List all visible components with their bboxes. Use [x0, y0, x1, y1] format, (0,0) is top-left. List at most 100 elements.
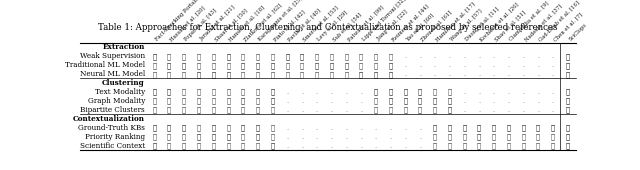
Text: .: . — [478, 106, 480, 114]
Text: Weak Supervision: Weak Supervision — [80, 52, 145, 60]
Text: ✓: ✓ — [566, 106, 570, 114]
Text: .: . — [537, 106, 539, 114]
Text: ✓: ✓ — [433, 124, 436, 132]
Text: .: . — [316, 106, 318, 114]
Text: ✓: ✓ — [403, 88, 407, 96]
Text: .: . — [463, 52, 465, 60]
Text: Yao et al. [60]: Yao et al. [60] — [405, 12, 435, 42]
Text: ✗: ✗ — [271, 70, 275, 78]
Text: .: . — [360, 133, 362, 141]
Text: ✓: ✓ — [418, 88, 422, 96]
Text: ✓: ✓ — [344, 61, 348, 69]
Text: .: . — [360, 124, 362, 132]
Text: .: . — [522, 61, 524, 69]
Text: .: . — [552, 61, 554, 69]
Text: ✓: ✓ — [196, 133, 200, 141]
Text: .: . — [463, 106, 465, 114]
Text: .: . — [301, 106, 303, 114]
Text: ✓: ✓ — [551, 124, 555, 132]
Text: ✗: ✗ — [255, 88, 260, 96]
Text: .: . — [330, 133, 333, 141]
Text: ✓: ✓ — [330, 61, 333, 69]
Text: ✗: ✗ — [241, 141, 245, 150]
Text: Wang et al. [57]: Wang et al. [57] — [449, 8, 483, 42]
Text: Contextualization: Contextualization — [73, 115, 145, 123]
Text: ✗: ✗ — [433, 141, 436, 150]
Text: .: . — [508, 97, 509, 105]
Text: SciClops: SciClops — [568, 22, 588, 42]
Text: ✓: ✓ — [447, 97, 452, 105]
Text: ✓: ✓ — [271, 61, 275, 69]
Text: .: . — [478, 52, 480, 60]
Text: Lippi and Torroni [32]: Lippi and Torroni [32] — [361, 0, 406, 42]
Text: ✓: ✓ — [182, 61, 186, 69]
Text: ✓: ✓ — [255, 61, 260, 69]
Text: ✗: ✗ — [182, 141, 186, 150]
Text: ✗: ✗ — [492, 133, 496, 141]
Text: .: . — [419, 70, 421, 78]
Text: ✓: ✓ — [271, 88, 275, 96]
Text: .: . — [522, 70, 524, 78]
Text: ✗: ✗ — [477, 141, 481, 150]
Text: Text Modality: Text Modality — [95, 88, 145, 96]
Text: .: . — [390, 133, 392, 141]
Text: .: . — [301, 88, 303, 96]
Text: .: . — [360, 106, 362, 114]
Text: .: . — [316, 97, 318, 105]
Text: Jaradat et al. [21]: Jaradat et al. [21] — [198, 5, 236, 42]
Text: ✗: ✗ — [507, 133, 511, 141]
Text: ✓: ✓ — [388, 88, 392, 96]
Text: ✗: ✗ — [330, 52, 333, 60]
Text: ✓: ✓ — [300, 52, 304, 60]
Text: ✗: ✗ — [226, 124, 230, 132]
Text: ✗: ✗ — [196, 97, 200, 105]
Text: ✗: ✗ — [359, 52, 363, 60]
Text: ✓: ✓ — [285, 52, 289, 60]
Text: ✗: ✗ — [241, 52, 245, 60]
Text: ✓: ✓ — [226, 70, 230, 78]
Text: ✓: ✓ — [566, 52, 570, 60]
Text: ✓: ✓ — [447, 124, 452, 132]
Text: .: . — [537, 88, 539, 96]
Text: .: . — [330, 106, 333, 114]
Text: ✓: ✓ — [152, 141, 156, 150]
Text: ✗: ✗ — [226, 106, 230, 114]
Text: .: . — [493, 106, 495, 114]
Text: ✗: ✗ — [285, 70, 289, 78]
Text: ✗: ✗ — [433, 133, 436, 141]
Text: ✓: ✓ — [433, 97, 436, 105]
Text: .: . — [537, 61, 539, 69]
Text: ✓: ✓ — [566, 133, 570, 141]
Text: ✓: ✓ — [271, 97, 275, 105]
Text: ✗: ✗ — [344, 52, 348, 60]
Text: ✗: ✗ — [211, 88, 216, 96]
Text: Traditional ML Model: Traditional ML Model — [65, 61, 145, 69]
Text: ✗: ✗ — [167, 97, 171, 105]
Text: .: . — [390, 141, 392, 150]
Text: .: . — [449, 52, 451, 60]
Text: ✗: ✗ — [211, 61, 216, 69]
Text: .: . — [434, 61, 436, 69]
Text: ✗: ✗ — [152, 133, 156, 141]
Text: ✓: ✓ — [255, 124, 260, 132]
Text: .: . — [301, 124, 303, 132]
Text: .: . — [419, 61, 421, 69]
Text: ✗: ✗ — [152, 70, 156, 78]
Text: ✓: ✓ — [566, 70, 570, 78]
Text: ✗: ✗ — [433, 106, 436, 114]
Text: ✓: ✓ — [271, 141, 275, 150]
Text: ✓: ✓ — [566, 61, 570, 69]
Text: ✗: ✗ — [255, 70, 260, 78]
Text: ✓: ✓ — [374, 70, 378, 78]
Text: ✗: ✗ — [447, 141, 452, 150]
Text: ✗: ✗ — [241, 106, 245, 114]
Text: ✗: ✗ — [211, 52, 216, 60]
Text: .: . — [316, 133, 318, 141]
Text: Zhou et al. [61]: Zhou et al. [61] — [420, 9, 453, 42]
Text: Clustering: Clustering — [102, 79, 145, 87]
Text: ✗: ✗ — [167, 106, 171, 114]
Text: .: . — [404, 141, 406, 150]
Text: .: . — [286, 106, 288, 114]
Text: ✓: ✓ — [241, 124, 245, 132]
Text: .: . — [419, 141, 421, 150]
